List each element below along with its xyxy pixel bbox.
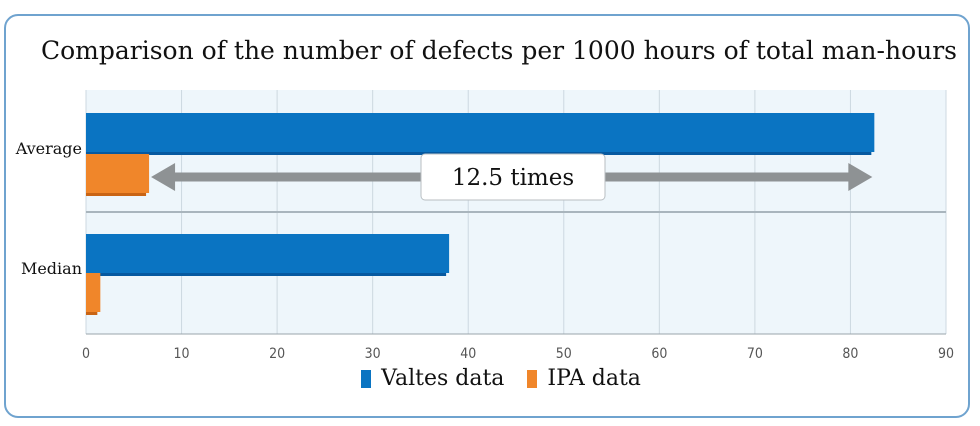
x-tick-label: 10 [174, 346, 190, 362]
ratio-arrow-head-left [151, 163, 176, 191]
x-tick-label: 40 [460, 346, 476, 362]
x-tick-label: 90 [938, 346, 954, 362]
x-tick-label: 80 [842, 346, 858, 362]
y-category-label: Average [15, 139, 82, 158]
x-tick-label: 70 [747, 346, 763, 362]
legend-item-ipa: IPA data [527, 366, 641, 391]
legend-swatch-valtes [361, 369, 372, 388]
legend-label-ipa: IPA data [547, 366, 641, 391]
legend: Valtes data IPA data [0, 366, 980, 394]
bar-ipa-average [86, 154, 150, 193]
legend-label-valtes: Valtes data [381, 366, 505, 391]
legend-swatch-ipa [527, 369, 538, 388]
x-tick-label: 20 [269, 346, 285, 362]
x-tick-label: 50 [556, 346, 572, 362]
bar-ipa-median [86, 273, 101, 312]
y-category-label: Median [21, 259, 82, 278]
x-tick-label: 60 [651, 346, 667, 362]
bar-valtes-median [86, 234, 450, 273]
ratio-label-box [420, 153, 606, 201]
chart-title: Comparison of the number of defects per … [40, 36, 957, 65]
bar-valtes-average [86, 113, 875, 152]
x-tick-label: 0 [82, 346, 90, 362]
ratio-arrow-head-right [848, 163, 873, 191]
legend-item-valtes: Valtes data [361, 366, 504, 391]
x-tick-label: 30 [365, 346, 381, 362]
ratio-label: 12.5 times [452, 165, 574, 191]
